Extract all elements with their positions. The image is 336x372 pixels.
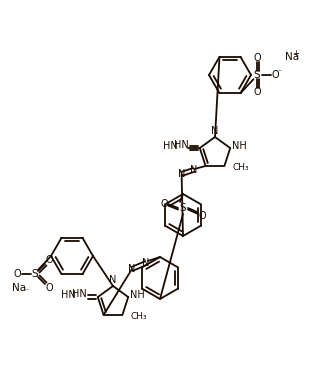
Text: S: S [32,269,38,279]
Text: HN: HN [73,289,87,299]
Text: N: N [178,169,185,179]
Text: S: S [180,203,186,213]
Text: N: N [142,258,150,268]
Text: N: N [190,165,197,175]
Text: HN: HN [163,141,178,151]
Text: O: O [13,269,21,279]
Text: O: O [198,211,206,221]
Text: HN: HN [61,290,76,300]
Text: CH₃: CH₃ [130,312,147,321]
Text: ⁻: ⁻ [25,286,29,295]
Text: HN: HN [174,140,189,150]
Text: N: N [128,264,136,274]
Text: O: O [272,70,279,80]
Text: S: S [253,70,260,80]
Text: Na: Na [12,283,26,293]
Text: NH: NH [130,290,144,300]
Text: O: O [254,53,261,63]
Text: NH: NH [232,141,247,151]
Text: +: + [292,49,299,58]
Text: Na: Na [285,52,299,62]
Text: O: O [45,283,53,293]
Text: O: O [45,255,53,265]
Text: O: O [160,199,168,209]
Text: N: N [109,275,117,285]
Text: N: N [211,126,219,136]
Text: CH₃: CH₃ [233,163,249,173]
Text: O: O [254,87,261,97]
Text: ⁻: ⁻ [277,68,282,77]
